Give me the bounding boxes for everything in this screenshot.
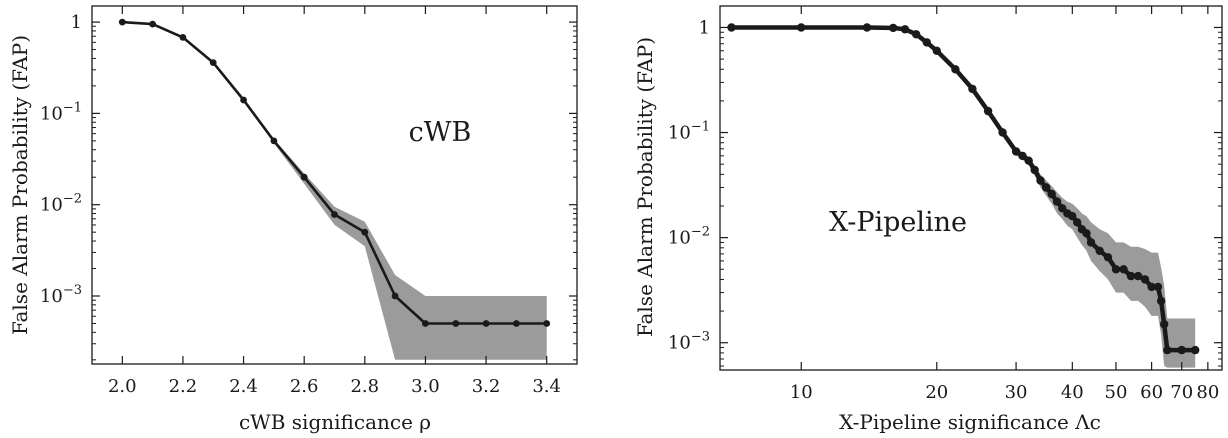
xpipeline-data-point — [1160, 320, 1169, 329]
cwb-annotation: cWB — [409, 117, 472, 148]
xpipeline-data-point — [797, 23, 806, 32]
cwb-data-point — [240, 96, 248, 104]
xpipeline-data-point — [1103, 253, 1113, 262]
xpipeline-x-tick-label: 60 — [1140, 382, 1163, 403]
xpipeline-data-point — [1191, 345, 1200, 355]
xpipeline-data-point — [1086, 238, 1096, 247]
xpipeline-x-tick-label: 20 — [925, 382, 948, 403]
xpipeline-data-point — [1133, 271, 1143, 281]
xpipeline-plot-frame — [719, 5, 1223, 371]
cwb-y-tick-label: 10−2 — [40, 192, 82, 216]
xpipeline-data-point — [1177, 345, 1186, 355]
xpipeline-x-tick-label: 40 — [1061, 382, 1084, 403]
cwb-data-point — [179, 34, 187, 41]
xpipeline-data-point — [932, 46, 941, 55]
cwb-data-point — [482, 320, 490, 327]
xpipeline-data-point — [1068, 212, 1077, 221]
xpipeline-data-point — [1119, 265, 1128, 274]
cwb-x-tick-label: 2.6 — [290, 376, 319, 397]
xpipeline-data-point — [1047, 189, 1056, 199]
xpipeline-y-tick-label: 10−3 — [668, 330, 710, 354]
xpipeline-data-point — [968, 84, 977, 94]
cwb-x-tick-label: 2.8 — [350, 376, 379, 397]
cwb-x-tick-label: 2.2 — [169, 376, 198, 397]
xpipeline-data-point — [998, 128, 1007, 137]
cwb-data-point — [300, 173, 308, 181]
xpipeline-data-point — [1030, 165, 1039, 175]
xpipeline-data-point — [1111, 265, 1121, 274]
xpipeline-data-point — [1018, 151, 1027, 161]
xpipeline-data-point — [1147, 282, 1156, 292]
xpipeline-data-point — [1011, 147, 1021, 156]
xpipeline-data-point — [900, 25, 910, 34]
cwb-data-point — [361, 228, 369, 236]
xpipeline-fap-chart: 10 20 30 40 50 60 70 80 1 10−1 10−2 10−3 X-Pipeline… — [633, 5, 1223, 434]
xpipeline-data-point — [983, 106, 993, 116]
xpipeline-data-point — [1095, 246, 1104, 255]
xpipeline-x-tick-label: 30 — [1005, 382, 1028, 403]
xpipeline-data-point — [951, 65, 960, 74]
cwb-data-point — [543, 320, 551, 327]
cwb-y-tick-label: 1 — [71, 12, 82, 33]
xpipeline-x-axis-title: X-Pipeline significance Λc — [839, 410, 1101, 434]
xpipeline-data-point — [1073, 218, 1082, 227]
cwb-fap-line — [122, 20, 547, 325]
xpipeline-fap-line — [731, 25, 1196, 353]
xpipeline-data-point — [727, 23, 736, 32]
xpipeline-data-point — [1140, 275, 1150, 284]
cwb-x-tick-label: 2.4 — [229, 376, 258, 397]
cwb-data-point — [452, 320, 460, 327]
xpipeline-data-point — [1126, 271, 1136, 281]
xpipeline-x-tick-label: 10 — [790, 382, 813, 403]
xpipeline-data-point — [1036, 176, 1045, 185]
xpipeline-data-point — [912, 30, 921, 39]
xpipeline-x-tick-label: 50 — [1105, 382, 1128, 403]
xpipeline-data-point — [1156, 296, 1166, 306]
xpipeline-data-point — [922, 38, 931, 47]
cwb-data-point — [118, 18, 126, 26]
cwb-data-point — [391, 292, 399, 300]
cwb-x-tick-label: 3.2 — [472, 376, 501, 397]
xpipeline-data-point — [862, 23, 872, 32]
cwb-data-point — [149, 20, 157, 28]
cwb-data-point — [209, 59, 217, 66]
xpipeline-annotation: X-Pipeline — [829, 207, 967, 238]
xpipeline-y-tick-label: 10−1 — [668, 120, 710, 144]
cwb-y-tick-label: 10−1 — [40, 100, 82, 124]
xpipeline-data-point — [1042, 183, 1051, 192]
cwb-confidence-band — [122, 22, 547, 360]
cwb-data-point — [513, 320, 520, 327]
xpipeline-y-tick-label: 10−2 — [668, 225, 710, 249]
xpipeline-x-tick-label: 70 — [1170, 382, 1193, 403]
xpipeline-data-point — [1082, 229, 1091, 238]
cwb-fap-chart: 2.0 2.2 2.4 2.6 2.8 3.0 3.2 3.4 1 10−1 10−2 10−3 cW… — [8, 5, 578, 434]
cwb-x-axis-title: cWB significance ρ — [239, 410, 431, 434]
cwb-y-axis-title: False Alarm Probability (FAP) — [8, 35, 32, 335]
xpipeline-y-axis-title: False Alarm Probability (FAP) — [633, 37, 657, 337]
cwb-data-point — [331, 211, 338, 218]
cwb-plot-frame — [91, 5, 578, 365]
cwb-x-tick-label: 2.0 — [108, 376, 137, 397]
cwb-x-tick-label: 3.0 — [411, 376, 440, 397]
xpipeline-x-tick-label: 80 — [1196, 382, 1219, 403]
cwb-x-tick-label: 3.4 — [532, 376, 561, 397]
xpipeline-data-point — [1024, 156, 1033, 165]
xpipeline-data-point — [1163, 345, 1172, 355]
cwb-y-tick-label: 10−3 — [40, 283, 82, 307]
cwb-data-point — [270, 137, 278, 145]
xpipeline-data-point — [1058, 204, 1067, 213]
xpipeline-data-point — [889, 23, 898, 33]
xpipeline-y-tick-label: 1 — [699, 17, 710, 38]
cwb-data-point — [422, 320, 429, 327]
xpipeline-data-point — [1052, 197, 1062, 206]
xpipeline-data-point — [1153, 282, 1163, 292]
